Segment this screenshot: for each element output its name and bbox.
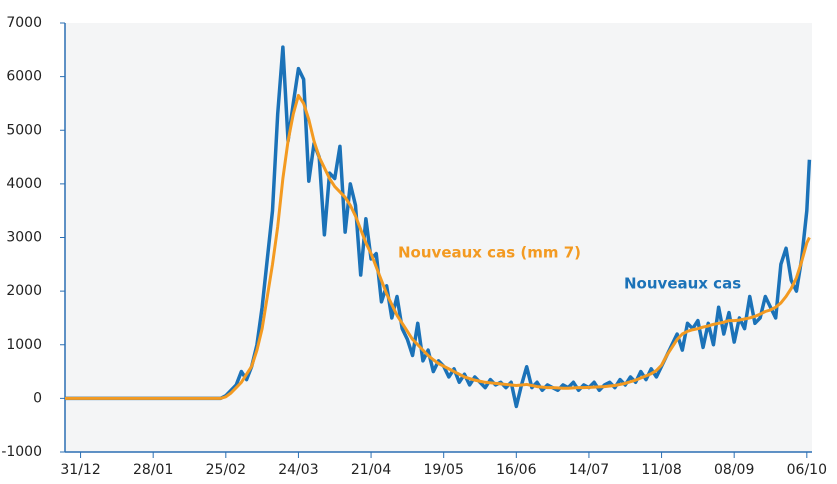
y-tick-label: 3000 — [6, 230, 42, 246]
x-tick-label: 16/06 — [496, 462, 536, 478]
y-tick-label: 2000 — [6, 283, 42, 299]
x-tick-label: 06/10 — [787, 462, 827, 478]
series-label: Nouveaux cas — [624, 275, 741, 293]
x-tick-label: 14/07 — [569, 462, 609, 478]
x-tick-label: 08/09 — [714, 462, 754, 478]
x-tick-label: 25/02 — [206, 462, 246, 478]
x-tick-label: 21/04 — [351, 462, 391, 478]
y-tick-label: 4000 — [6, 176, 42, 192]
y-tick-label: -1000 — [1, 444, 42, 460]
y-tick-label: 6000 — [6, 69, 42, 85]
y-tick-label: 0 — [33, 390, 42, 406]
y-tick-label: 5000 — [6, 122, 42, 138]
plot-area — [65, 23, 812, 452]
x-tick-label: 31/12 — [60, 462, 100, 478]
series-line — [65, 93, 811, 400]
x-tick-label: 19/05 — [424, 462, 464, 478]
y-tick-label: 1000 — [6, 337, 42, 353]
x-tick-label: 24/03 — [278, 462, 318, 478]
x-tick-label: 28/01 — [133, 462, 173, 478]
x-tick-label: 11/08 — [641, 462, 681, 478]
series-label: Nouveaux cas (mm 7) — [398, 244, 581, 262]
y-tick-label: 7000 — [6, 15, 42, 31]
